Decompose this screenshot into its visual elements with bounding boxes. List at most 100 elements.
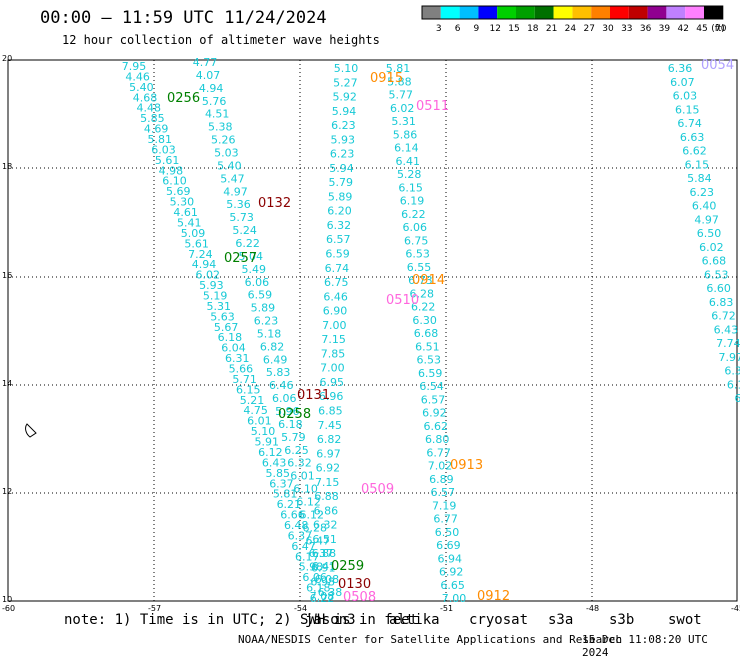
colorbar-swatch bbox=[666, 6, 685, 19]
wave-height-value: 6.46 bbox=[323, 290, 348, 303]
wave-height-value: 7.02 bbox=[428, 460, 453, 473]
wave-height-value: 6.75 bbox=[404, 234, 429, 247]
wave-height-value: 6.07 bbox=[670, 76, 695, 89]
wave-height-value: 6.53 bbox=[704, 268, 729, 281]
pass-time-label: 0259 bbox=[331, 559, 364, 574]
wave-height-value: 6.15 bbox=[398, 181, 423, 194]
wave-height-value: 7.08 bbox=[310, 590, 335, 603]
legend-jason3: jason3 bbox=[305, 612, 356, 628]
island-outline bbox=[26, 424, 36, 437]
wave-height-value: 6.02 bbox=[390, 102, 415, 115]
lon-tick-label: -51 bbox=[440, 604, 453, 613]
wave-height-value: 6.23 bbox=[690, 186, 715, 199]
colorbar-label: 15 bbox=[508, 24, 519, 34]
wave-height-value: 6.03 bbox=[673, 90, 698, 103]
page-subtitle: 12 hour collection of altimeter wave hei… bbox=[62, 33, 380, 47]
colorbar-label: 3 bbox=[436, 24, 442, 34]
wave-height-value: 5.18 bbox=[257, 327, 282, 340]
wave-height-value: 6.15 bbox=[685, 158, 710, 171]
colorbar-swatch bbox=[591, 6, 610, 19]
wave-height-value: 6.53 bbox=[417, 354, 442, 367]
wave-height-value: 6.72 bbox=[711, 310, 736, 323]
wave-height-value: 5.94 bbox=[329, 162, 354, 175]
wave-height-value: 6.92 bbox=[439, 566, 464, 579]
wave-height-value: 4.77 bbox=[193, 56, 218, 69]
grid-lines bbox=[8, 60, 737, 601]
wave-height-value: 6.22 bbox=[401, 208, 426, 221]
wave-height-value: 6.19 bbox=[400, 195, 425, 208]
page-title: 00:00 – 11:59 UTC 11/24/2024 bbox=[40, 8, 327, 28]
colorbar-label: 12 bbox=[489, 24, 500, 34]
wave-height-value: 5.26 bbox=[211, 134, 236, 147]
colorbar-label: 27 bbox=[583, 24, 594, 34]
wave-height-value: 6.80 bbox=[425, 433, 450, 446]
colorbar-label: 33 bbox=[621, 24, 632, 34]
colorbar-swatch bbox=[554, 6, 573, 19]
wave-height-value: 4.97 bbox=[694, 213, 719, 226]
wave-height-value: 5.03 bbox=[214, 146, 239, 159]
wave-height-value: 5.93 bbox=[331, 133, 356, 146]
wave-height-value: 6.82 bbox=[260, 340, 285, 353]
colorbar-swatch bbox=[460, 6, 479, 19]
lat-tick-label: 20 bbox=[2, 54, 12, 63]
colorbar-label: 21 bbox=[546, 24, 557, 34]
pass-time-label: 0508 bbox=[343, 590, 376, 605]
lon-tick-label: -60 bbox=[2, 604, 15, 613]
wave-height-value: 6.46 bbox=[269, 379, 294, 392]
colorbar-swatch bbox=[685, 6, 704, 19]
wave-height-value: 7.19 bbox=[432, 499, 457, 512]
wave-height-value: 6.20 bbox=[327, 205, 352, 218]
colorbar-swatch bbox=[648, 6, 667, 19]
legend-s3a: s3a bbox=[548, 612, 573, 628]
colorbar-swatch bbox=[497, 6, 516, 19]
wave-height-value: 5.40 bbox=[217, 159, 242, 172]
wave-height-value: 6.92 bbox=[316, 462, 341, 475]
track-values: 7.954.465.404.684.485.854.695.816.035.61… bbox=[122, 56, 740, 605]
wave-height-value: 6.57 bbox=[431, 486, 456, 499]
lat-tick-label: 18 bbox=[2, 162, 12, 171]
wave-height-value: 5.79 bbox=[281, 431, 306, 444]
wave-height-value: 6.65 bbox=[440, 579, 465, 592]
wave-height-value: 6.40 bbox=[692, 200, 717, 213]
wave-height-value: 5.47 bbox=[220, 172, 245, 185]
wave-height-value: 7.00 bbox=[442, 592, 467, 605]
wave-height-value: 4.07 bbox=[196, 69, 221, 82]
legend-s3b: s3b bbox=[609, 612, 634, 628]
wave-height-value: 7.45 bbox=[318, 419, 343, 432]
pass-time-label: 0257 bbox=[224, 251, 257, 266]
wave-height-value: 6.02 bbox=[699, 241, 724, 254]
wave-height-value: 6.89 bbox=[429, 473, 454, 486]
wave-height-value: 6.59 bbox=[418, 367, 443, 380]
colorbar-swatch bbox=[572, 6, 591, 19]
wave-height-value: 7.85 bbox=[321, 347, 346, 360]
wave-height-value: 6.74 bbox=[677, 117, 702, 130]
wave-height-value: 6.62 bbox=[424, 420, 449, 433]
colorbar-label: 24 bbox=[565, 24, 577, 34]
wave-height-value: 6.82 bbox=[317, 433, 342, 446]
wave-height-value: 6.23 bbox=[330, 148, 355, 161]
wave-height-value: 6.85 bbox=[318, 404, 343, 417]
wave-height-value: 6.68 bbox=[702, 255, 727, 268]
wave-height-value: 6 bbox=[735, 392, 740, 405]
wave-height-value: 6.74 bbox=[325, 262, 350, 275]
colorbar-label: 18 bbox=[527, 24, 539, 34]
colorbar-swatch bbox=[516, 6, 535, 19]
wave-height-value: 6.83 bbox=[709, 296, 734, 309]
credit-date: 15 Dec 11:08:20 UTC 2024 bbox=[582, 633, 740, 659]
wave-height-value: 6.43 bbox=[714, 323, 739, 336]
wave-height-value: 7.97 bbox=[719, 351, 740, 364]
wave-height-value: 7.00 bbox=[322, 319, 347, 332]
wave-height-value: 6.30 bbox=[412, 314, 437, 327]
wave-height-value: 7.74 bbox=[716, 337, 740, 350]
wave-height-value: 5.77 bbox=[389, 89, 414, 102]
wave-height-value: 7.15 bbox=[321, 333, 346, 346]
wave-height-value: 6.90 bbox=[323, 305, 348, 318]
legend-cryosat: cryosat bbox=[469, 612, 528, 628]
wave-height-value: 6.97 bbox=[316, 447, 341, 460]
wave-height-value: 6.51 bbox=[415, 340, 440, 353]
wave-height-value: 6.54 bbox=[419, 380, 444, 393]
wave-height-value: 6.86 bbox=[314, 504, 339, 517]
wave-height-value: 6.57 bbox=[421, 393, 446, 406]
wave-height-value: 5.94 bbox=[332, 105, 357, 118]
